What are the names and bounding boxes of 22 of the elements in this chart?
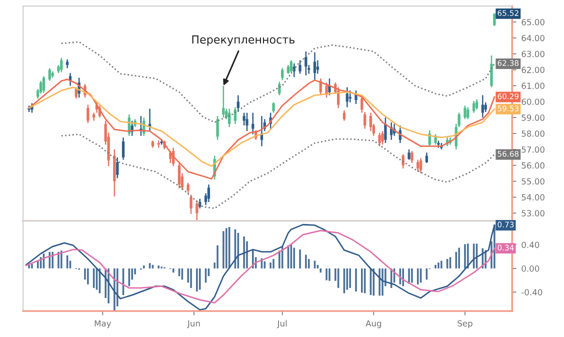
- y-tick-label: 62.00: [522, 66, 544, 74]
- y-tick-label: 65.00: [522, 18, 544, 26]
- y-tick-label: 55.00: [522, 178, 544, 185]
- y-tick-label: 0.00: [522, 265, 540, 272]
- y-tick-label: 64.00: [522, 34, 544, 42]
- y-tick-label: 61.00: [522, 82, 544, 89]
- y-tick-label: 53.00: [522, 210, 544, 216]
- y-tick-label: 60.00: [522, 98, 544, 105]
- y-tick-label: 54.00: [522, 194, 544, 200]
- x-tick-label: Aug: [366, 320, 382, 328]
- y-tick-label: 0.40: [522, 242, 540, 248]
- y-tick-label: 59.00: [522, 114, 544, 121]
- y-tick-label: 63.00: [522, 50, 544, 58]
- x-tick-label: Jun: [187, 320, 200, 328]
- y-tick-label: 57.00: [522, 146, 544, 153]
- x-tick-label: May: [94, 320, 112, 328]
- y-tick-label: 58.00: [522, 130, 544, 137]
- y-tick-label: 56.00: [522, 162, 544, 169]
- y-tick-label: -0.40: [522, 289, 542, 296]
- annotation: Перекупленность: [192, 35, 295, 46]
- x-tick-label: Sep: [458, 320, 472, 328]
- x-tick-label: Jul: [276, 320, 287, 328]
